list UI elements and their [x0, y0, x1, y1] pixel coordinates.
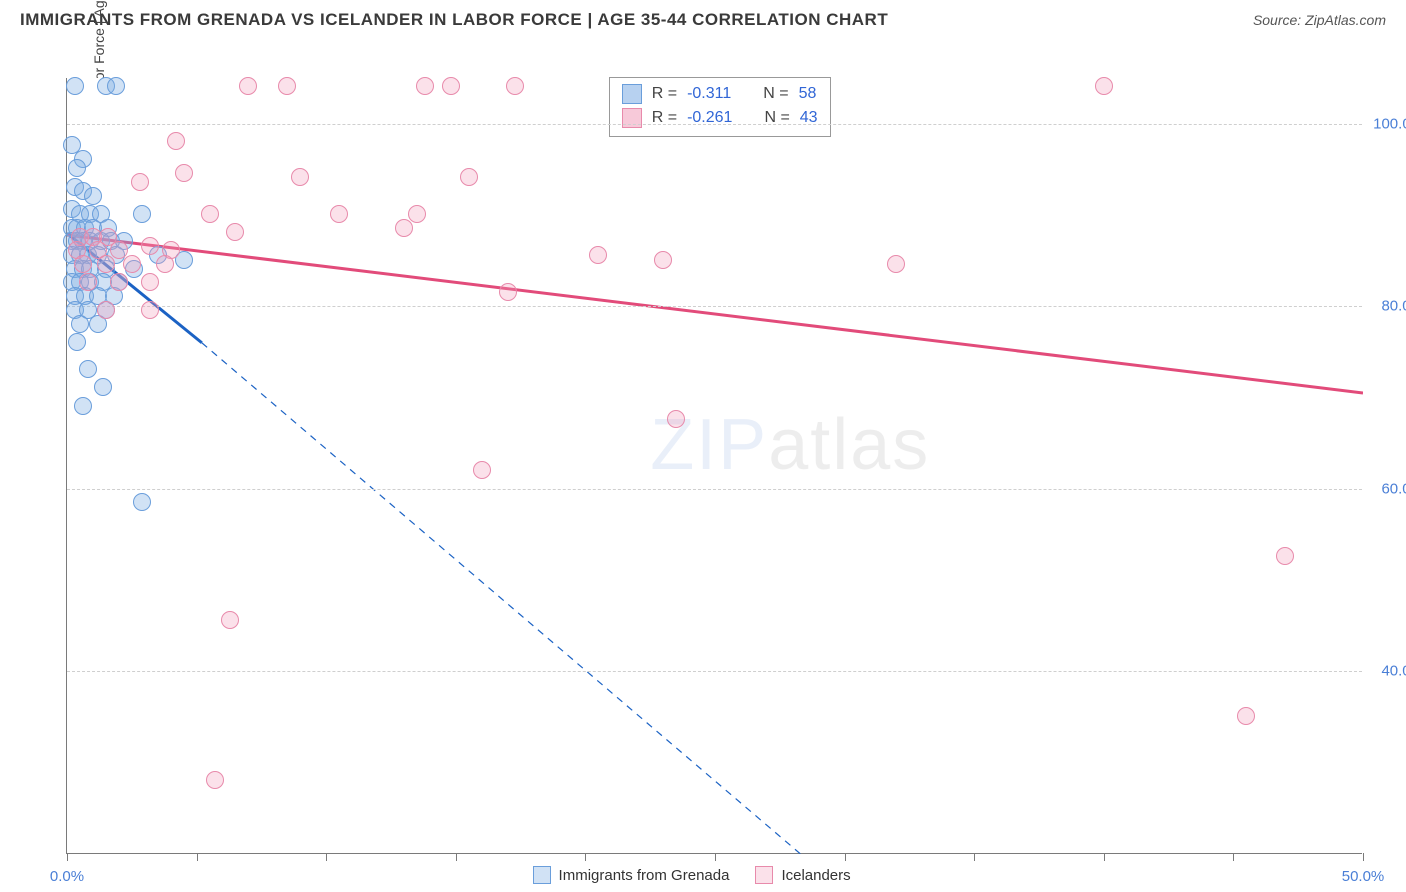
data-point-grenada: [71, 315, 89, 333]
data-point-icelanders: [123, 255, 141, 273]
data-point-grenada: [133, 493, 151, 511]
data-point-icelanders: [395, 219, 413, 237]
chart-title: IMMIGRANTS FROM GRENADA VS ICELANDER IN …: [20, 10, 888, 30]
x-tick: [585, 853, 586, 861]
data-point-grenada: [66, 77, 84, 95]
data-point-icelanders: [278, 77, 296, 95]
source-name: ZipAtlas.com: [1305, 12, 1386, 28]
data-point-icelanders: [167, 132, 185, 150]
trendlines: [67, 78, 1363, 854]
data-point-icelanders: [175, 164, 193, 182]
legend-swatch: [622, 84, 642, 104]
data-point-icelanders: [416, 77, 434, 95]
watermark: ZIPatlas: [650, 404, 930, 486]
x-tick: [845, 853, 846, 861]
series-legend: Immigrants from Grenada Icelanders: [533, 866, 851, 884]
source-attribution: Source: ZipAtlas.com: [1253, 12, 1386, 28]
legend-label: Icelanders: [781, 867, 850, 884]
data-point-icelanders: [589, 246, 607, 264]
data-point-icelanders: [141, 237, 159, 255]
y-tick-label: 60.0%: [1381, 480, 1406, 497]
legend-swatch: [755, 866, 773, 884]
data-point-icelanders: [291, 168, 309, 186]
x-tick-label: 0.0%: [50, 868, 84, 885]
data-point-icelanders: [141, 273, 159, 291]
data-point-icelanders: [206, 771, 224, 789]
gridline: [67, 671, 1362, 672]
stats-row: R = -0.311 N = 58: [622, 82, 818, 106]
x-tick: [974, 853, 975, 861]
data-point-icelanders: [460, 168, 478, 186]
x-tick: [326, 853, 327, 861]
data-point-grenada: [68, 159, 86, 177]
data-point-icelanders: [408, 205, 426, 223]
x-tick: [456, 853, 457, 861]
gridline: [67, 489, 1362, 490]
data-point-icelanders: [654, 251, 672, 269]
data-point-icelanders: [131, 173, 149, 191]
legend-item-icelanders: Icelanders: [755, 866, 850, 884]
data-point-icelanders: [1095, 77, 1113, 95]
n-label: N =: [763, 82, 788, 106]
data-point-icelanders: [97, 255, 115, 273]
x-tick-label: 50.0%: [1342, 868, 1385, 885]
stats-row: R = -0.261 N = 43: [622, 106, 818, 130]
data-point-icelanders: [156, 255, 174, 273]
x-tick: [1104, 853, 1105, 861]
x-tick: [67, 853, 68, 861]
source-prefix: Source:: [1253, 12, 1305, 28]
y-tick-label: 100.0%: [1373, 115, 1406, 132]
legend-swatch: [533, 866, 551, 884]
data-point-grenada: [74, 397, 92, 415]
y-tick-label: 80.0%: [1381, 298, 1406, 315]
n-label: N =: [764, 106, 789, 130]
data-point-icelanders: [499, 283, 517, 301]
data-point-grenada: [107, 77, 125, 95]
r-value: -0.261: [687, 106, 732, 130]
gridline: [67, 306, 1362, 307]
r-value: -0.311: [687, 82, 731, 106]
data-point-icelanders: [74, 255, 92, 273]
data-point-icelanders: [506, 77, 524, 95]
n-value: 58: [799, 82, 817, 106]
chart-header: IMMIGRANTS FROM GRENADA VS ICELANDER IN …: [0, 0, 1406, 36]
trendline-extrapolation-grenada: [202, 343, 801, 854]
data-point-icelanders: [97, 301, 115, 319]
data-point-icelanders: [330, 205, 348, 223]
data-point-grenada: [133, 205, 151, 223]
data-point-grenada: [84, 187, 102, 205]
legend-label: Immigrants from Grenada: [559, 867, 730, 884]
legend-swatch: [622, 108, 642, 128]
legend-item-grenada: Immigrants from Grenada: [533, 866, 730, 884]
y-tick-label: 40.0%: [1381, 663, 1406, 680]
r-label: R =: [652, 82, 677, 106]
data-point-icelanders: [887, 255, 905, 273]
gridline: [67, 124, 1362, 125]
x-tick: [1233, 853, 1234, 861]
data-point-icelanders: [667, 410, 685, 428]
data-point-icelanders: [473, 461, 491, 479]
data-point-icelanders: [79, 273, 97, 291]
x-tick: [715, 853, 716, 861]
data-point-grenada: [79, 360, 97, 378]
data-point-icelanders: [442, 77, 460, 95]
x-tick: [1363, 853, 1364, 861]
plot-area: ZIPatlas R =-0.311N =58R =-0.261N =43 40…: [66, 78, 1362, 854]
r-label: R =: [652, 106, 677, 130]
n-value: 43: [800, 106, 818, 130]
data-point-icelanders: [226, 223, 244, 241]
data-point-icelanders: [110, 273, 128, 291]
data-point-grenada: [94, 378, 112, 396]
data-point-icelanders: [201, 205, 219, 223]
x-tick: [197, 853, 198, 861]
stats-legend: R = -0.311 N = 58 R = -0.261 N = 43: [609, 77, 831, 137]
data-point-icelanders: [239, 77, 257, 95]
data-point-grenada: [68, 333, 86, 351]
trendline-icelanders: [67, 235, 1363, 393]
data-point-icelanders: [141, 301, 159, 319]
data-point-icelanders: [1276, 547, 1294, 565]
data-point-icelanders: [1237, 707, 1255, 725]
data-point-icelanders: [221, 611, 239, 629]
